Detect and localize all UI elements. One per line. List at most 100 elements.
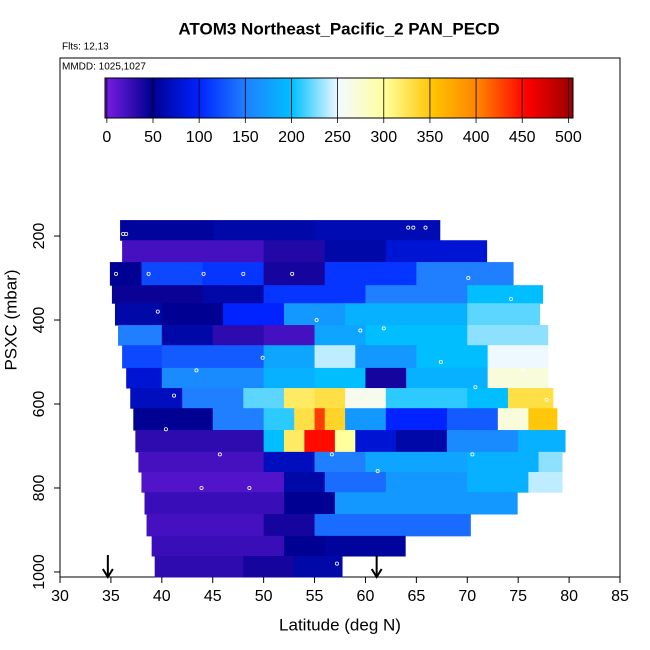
y-tick-label: 1000 (31, 554, 48, 590)
heat-cell (263, 325, 316, 346)
heat-cell (284, 388, 316, 409)
heat-cell (161, 325, 214, 346)
heat-cell (138, 451, 265, 473)
heat-cell (109, 262, 142, 286)
colorbar-tick-label: 200 (278, 129, 305, 146)
heat-cell (263, 430, 285, 453)
y-tick-label: 600 (31, 391, 48, 418)
sample-point (473, 385, 478, 390)
y-tick-label: 800 (31, 475, 48, 502)
sample-point (375, 469, 380, 474)
heat-cell (314, 367, 366, 389)
heat-cell (182, 388, 244, 409)
heat-cell (294, 556, 343, 578)
heat-cell (304, 430, 336, 453)
heat-cell (154, 556, 244, 578)
heat-cell (284, 303, 346, 326)
heat-cell (111, 285, 204, 304)
sample-point (406, 225, 411, 230)
y-tick-label: 200 (31, 223, 48, 250)
heat-cell (263, 367, 316, 389)
heat-cell (406, 367, 489, 389)
heat-cell (161, 303, 224, 326)
sample-point (466, 276, 471, 281)
sample-point (163, 427, 168, 432)
heat-cell (263, 345, 316, 369)
sample-point (146, 271, 151, 276)
heat-cell (146, 514, 265, 537)
x-tick-label: 65 (407, 588, 425, 605)
x-tick-label: 45 (204, 588, 222, 605)
heat-cell (263, 262, 326, 286)
heat-cell (243, 388, 285, 409)
x-tick-label: 70 (458, 588, 476, 605)
heat-cell (212, 220, 316, 241)
heat-cell (151, 535, 285, 557)
heat-cell (385, 388, 468, 409)
heat-cell (314, 451, 366, 473)
heat-cell (118, 325, 163, 346)
heat-cell (487, 367, 549, 389)
arrow-head (102, 568, 114, 579)
colorbar-tick-label: 50 (144, 129, 162, 146)
heat-cell (345, 303, 468, 326)
heat-cell (365, 325, 468, 346)
colorbar (104, 77, 574, 119)
sample-point (438, 360, 443, 365)
heat-cell (324, 408, 346, 431)
heat-cell (538, 451, 563, 473)
heat-cell (202, 262, 265, 286)
heat-cell (133, 408, 214, 431)
heat-cell (135, 430, 265, 453)
heat-cell (324, 240, 387, 263)
heat-cell (528, 408, 558, 431)
heat-cell (263, 240, 326, 263)
sample-point (329, 452, 334, 457)
heat-cell (284, 492, 336, 515)
heat-cell (334, 430, 356, 453)
heat-cell (446, 408, 499, 431)
heat-cell (263, 285, 366, 304)
sample-point (411, 225, 416, 230)
colorbar-tick-label: 100 (186, 129, 213, 146)
x-tick-label: 30 (51, 588, 69, 605)
colorbar-tick-label: 150 (232, 129, 259, 146)
heat-cell (365, 367, 407, 389)
heat-cell (467, 303, 541, 326)
heat-cell (497, 408, 529, 431)
heat-cell (294, 408, 316, 431)
sample-point (358, 328, 363, 333)
heat-cell (126, 367, 163, 389)
heat-cell (314, 408, 326, 431)
heat-cell (212, 408, 265, 431)
heat-cell (396, 430, 448, 453)
heat-cell (130, 388, 183, 409)
heat-cell (385, 240, 488, 263)
chart-title: ATOM3 Northeast_Pacific_2 PAN_PECD (178, 19, 499, 38)
heat-cell (122, 345, 163, 369)
heat-cell (212, 325, 265, 346)
heat-cell (263, 514, 316, 537)
sample-point (544, 397, 549, 402)
sample-point (172, 393, 177, 398)
heat-cell (355, 345, 417, 369)
heat-cell (314, 345, 356, 369)
heat-cell (446, 430, 519, 453)
heat-cell (365, 285, 468, 304)
heat-cell (314, 325, 366, 346)
heat-cell (324, 262, 417, 286)
heat-cell (508, 388, 554, 409)
colorbar-tick-label: 450 (509, 129, 536, 146)
heat-cell (334, 492, 518, 515)
heat-cell (263, 408, 295, 431)
sample-point (155, 309, 160, 314)
heat-cell (345, 388, 387, 409)
sample-point (201, 271, 206, 276)
heat-cell (161, 367, 265, 389)
colorbar-tick-label: 500 (555, 129, 582, 146)
heat-cell (467, 325, 549, 346)
y-tick-label: 400 (31, 307, 48, 334)
heat-cell (141, 472, 285, 493)
heat-cell (365, 451, 468, 473)
arrow (102, 555, 114, 579)
